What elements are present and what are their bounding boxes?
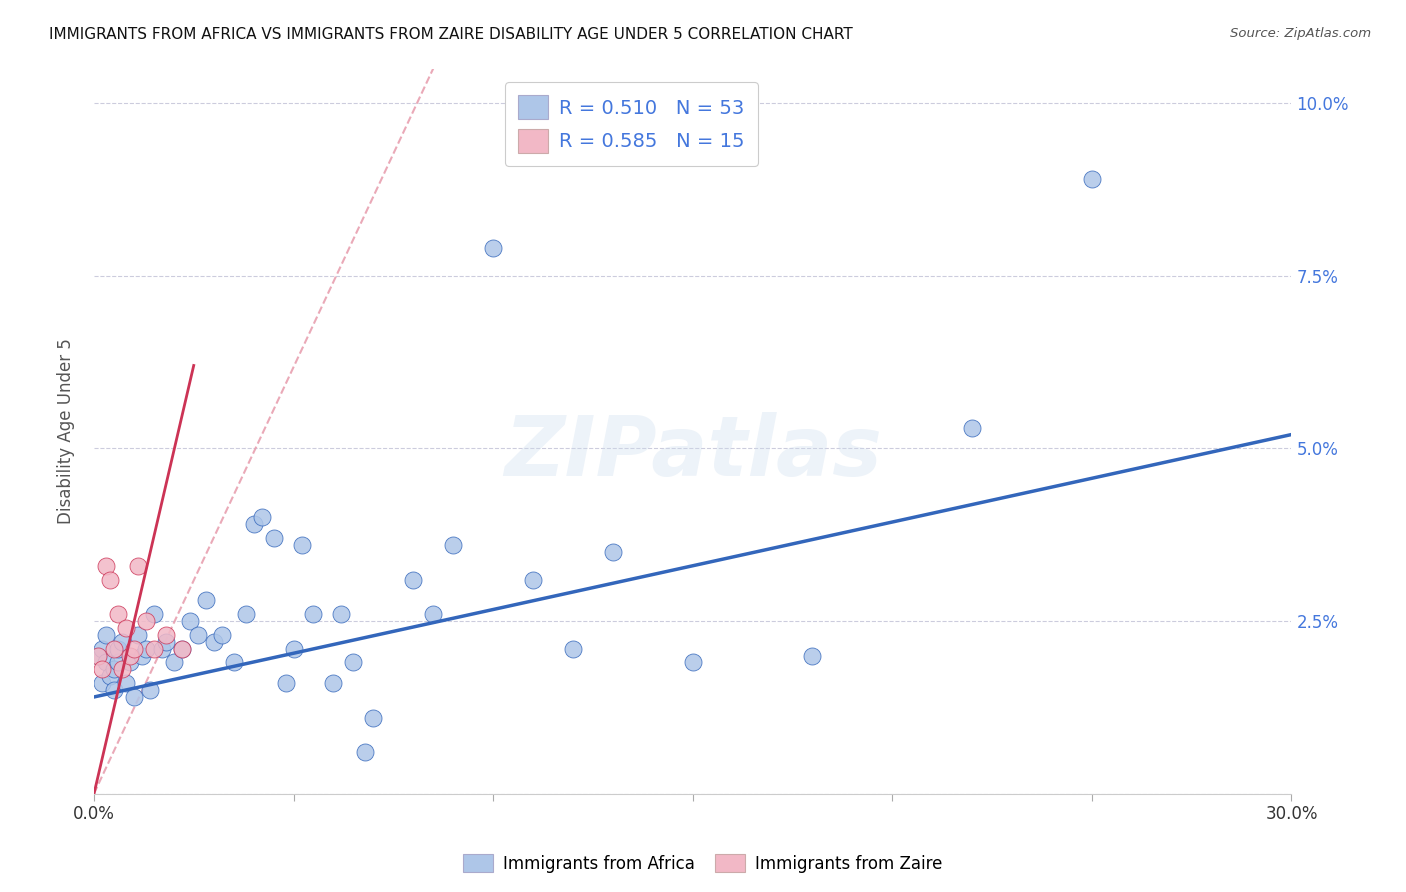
Point xyxy=(103,683,125,698)
Text: ZIPatlas: ZIPatlas xyxy=(503,412,882,493)
Point xyxy=(107,656,129,670)
Point xyxy=(602,545,624,559)
Point xyxy=(131,648,153,663)
Point xyxy=(235,607,257,621)
Point xyxy=(98,573,121,587)
Point xyxy=(170,641,193,656)
Legend: Immigrants from Africa, Immigrants from Zaire: Immigrants from Africa, Immigrants from … xyxy=(457,847,949,880)
Point xyxy=(142,641,165,656)
Point xyxy=(222,656,245,670)
Point xyxy=(107,607,129,621)
Point xyxy=(155,634,177,648)
Point xyxy=(103,662,125,676)
Point xyxy=(422,607,444,621)
Point xyxy=(1081,172,1104,186)
Point xyxy=(87,648,110,663)
Legend: R = 0.510   N = 53, R = 0.585   N = 15: R = 0.510 N = 53, R = 0.585 N = 15 xyxy=(505,82,758,166)
Point xyxy=(94,628,117,642)
Point xyxy=(682,656,704,670)
Point xyxy=(441,538,464,552)
Point xyxy=(127,558,149,573)
Point xyxy=(561,641,583,656)
Point xyxy=(402,573,425,587)
Point xyxy=(94,656,117,670)
Point xyxy=(155,628,177,642)
Point xyxy=(122,690,145,704)
Point xyxy=(111,634,134,648)
Point xyxy=(960,420,983,434)
Point xyxy=(283,641,305,656)
Point xyxy=(115,621,138,635)
Point xyxy=(187,628,209,642)
Text: IMMIGRANTS FROM AFRICA VS IMMIGRANTS FROM ZAIRE DISABILITY AGE UNDER 5 CORRELATI: IMMIGRANTS FROM AFRICA VS IMMIGRANTS FRO… xyxy=(49,27,853,42)
Point xyxy=(263,531,285,545)
Point xyxy=(170,641,193,656)
Point xyxy=(142,607,165,621)
Point xyxy=(111,662,134,676)
Point xyxy=(103,641,125,656)
Point xyxy=(118,656,141,670)
Point xyxy=(242,517,264,532)
Point xyxy=(302,607,325,621)
Point xyxy=(354,745,377,759)
Point xyxy=(179,614,201,628)
Point xyxy=(330,607,353,621)
Text: Source: ZipAtlas.com: Source: ZipAtlas.com xyxy=(1230,27,1371,40)
Point xyxy=(90,662,112,676)
Point xyxy=(127,628,149,642)
Point xyxy=(163,656,186,670)
Point xyxy=(322,676,344,690)
Point xyxy=(801,648,824,663)
Point xyxy=(211,628,233,642)
Point xyxy=(135,641,157,656)
Point xyxy=(94,558,117,573)
Point xyxy=(87,648,110,663)
Point xyxy=(139,683,162,698)
Point xyxy=(194,593,217,607)
Point xyxy=(107,641,129,656)
Y-axis label: Disability Age Under 5: Disability Age Under 5 xyxy=(58,338,75,524)
Point xyxy=(90,641,112,656)
Point xyxy=(122,641,145,656)
Point xyxy=(250,510,273,524)
Point xyxy=(274,676,297,690)
Point xyxy=(290,538,312,552)
Point xyxy=(522,573,544,587)
Point xyxy=(202,634,225,648)
Point xyxy=(482,241,505,255)
Point xyxy=(98,669,121,683)
Point xyxy=(115,676,138,690)
Point xyxy=(90,676,112,690)
Point xyxy=(150,641,173,656)
Point xyxy=(135,614,157,628)
Point xyxy=(363,711,385,725)
Point xyxy=(342,656,364,670)
Point xyxy=(118,648,141,663)
